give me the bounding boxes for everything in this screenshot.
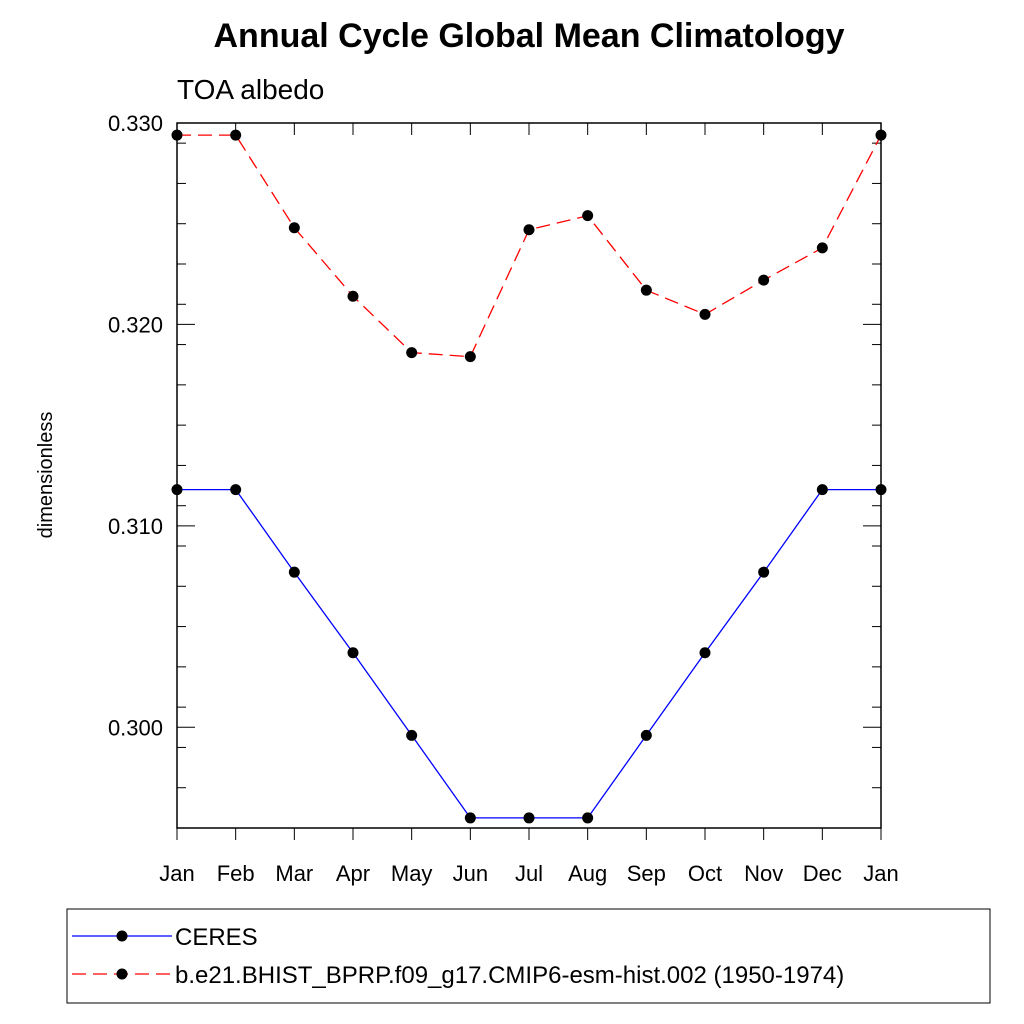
data-point	[582, 812, 594, 824]
series-line-1	[177, 488, 881, 819]
data-point	[230, 484, 242, 496]
x-tick-label: May	[391, 861, 433, 886]
y-tick-label: 0.300	[108, 715, 163, 740]
y-tick-label: 0.320	[108, 312, 163, 337]
data-point	[464, 812, 476, 824]
y-tick-label: 0.310	[108, 514, 163, 539]
data-point	[758, 274, 770, 286]
y-axis-label: dimensionless	[35, 412, 57, 539]
data-point	[816, 242, 828, 254]
data-point	[347, 290, 359, 302]
legend-box	[66, 908, 991, 1004]
data-point	[640, 729, 652, 741]
data-point	[406, 347, 418, 359]
data-point	[230, 129, 242, 141]
x-tick-label: Nov	[744, 861, 783, 886]
x-tick-label: Feb	[217, 861, 255, 886]
data-point	[464, 351, 476, 363]
x-tick-label: Mar	[275, 861, 313, 886]
series-markers	[171, 129, 887, 824]
data-point	[699, 647, 711, 659]
legend-marker-2	[116, 968, 128, 980]
plot-frame	[176, 122, 882, 829]
data-point	[758, 566, 770, 578]
series-lines	[177, 134, 882, 819]
data-point	[406, 729, 418, 741]
x-tick-label: Apr	[336, 861, 370, 886]
x-tick-label: Dec	[803, 861, 842, 886]
legend-label-1: CERES	[175, 924, 258, 951]
axis-ticks	[176, 122, 882, 840]
data-point	[816, 484, 828, 496]
x-tick-label: Oct	[688, 861, 722, 886]
y-tick-labels: 0.300 0.310 0.320 0.330	[108, 111, 163, 740]
data-point	[523, 224, 535, 236]
data-point	[582, 210, 594, 222]
legend-label-2: b.e21.BHIST_BPRP.f09_g17.CMIP6-esm-hist.…	[175, 962, 844, 989]
chart-subtitle: TOA albedo	[177, 74, 324, 105]
x-tick-label: Sep	[627, 861, 666, 886]
legend: CERES b.e21.BHIST_BPRP.f09_g17.CMIP6-esm-…	[66, 908, 991, 1004]
data-point	[288, 566, 300, 578]
data-point	[523, 812, 535, 824]
y-tick-label: 0.330	[108, 111, 163, 136]
data-point	[699, 308, 711, 320]
data-point	[288, 222, 300, 234]
data-point	[640, 284, 652, 296]
x-tick-labels: Jan Feb Mar Apr May Jun Jul Aug Sep Oct Nov Dec Jan	[159, 861, 898, 886]
data-point	[347, 647, 359, 659]
x-tick-label: Aug	[568, 861, 607, 886]
series-line-2	[177, 134, 882, 358]
x-tick-label: Jun	[453, 861, 488, 886]
x-tick-label: Jan	[863, 861, 898, 886]
x-tick-label: Jul	[515, 861, 543, 886]
legend-marker-1	[116, 930, 128, 942]
chart-title: Annual Cycle Global Mean Climatology	[214, 17, 845, 55]
x-tick-label: Jan	[159, 861, 194, 886]
